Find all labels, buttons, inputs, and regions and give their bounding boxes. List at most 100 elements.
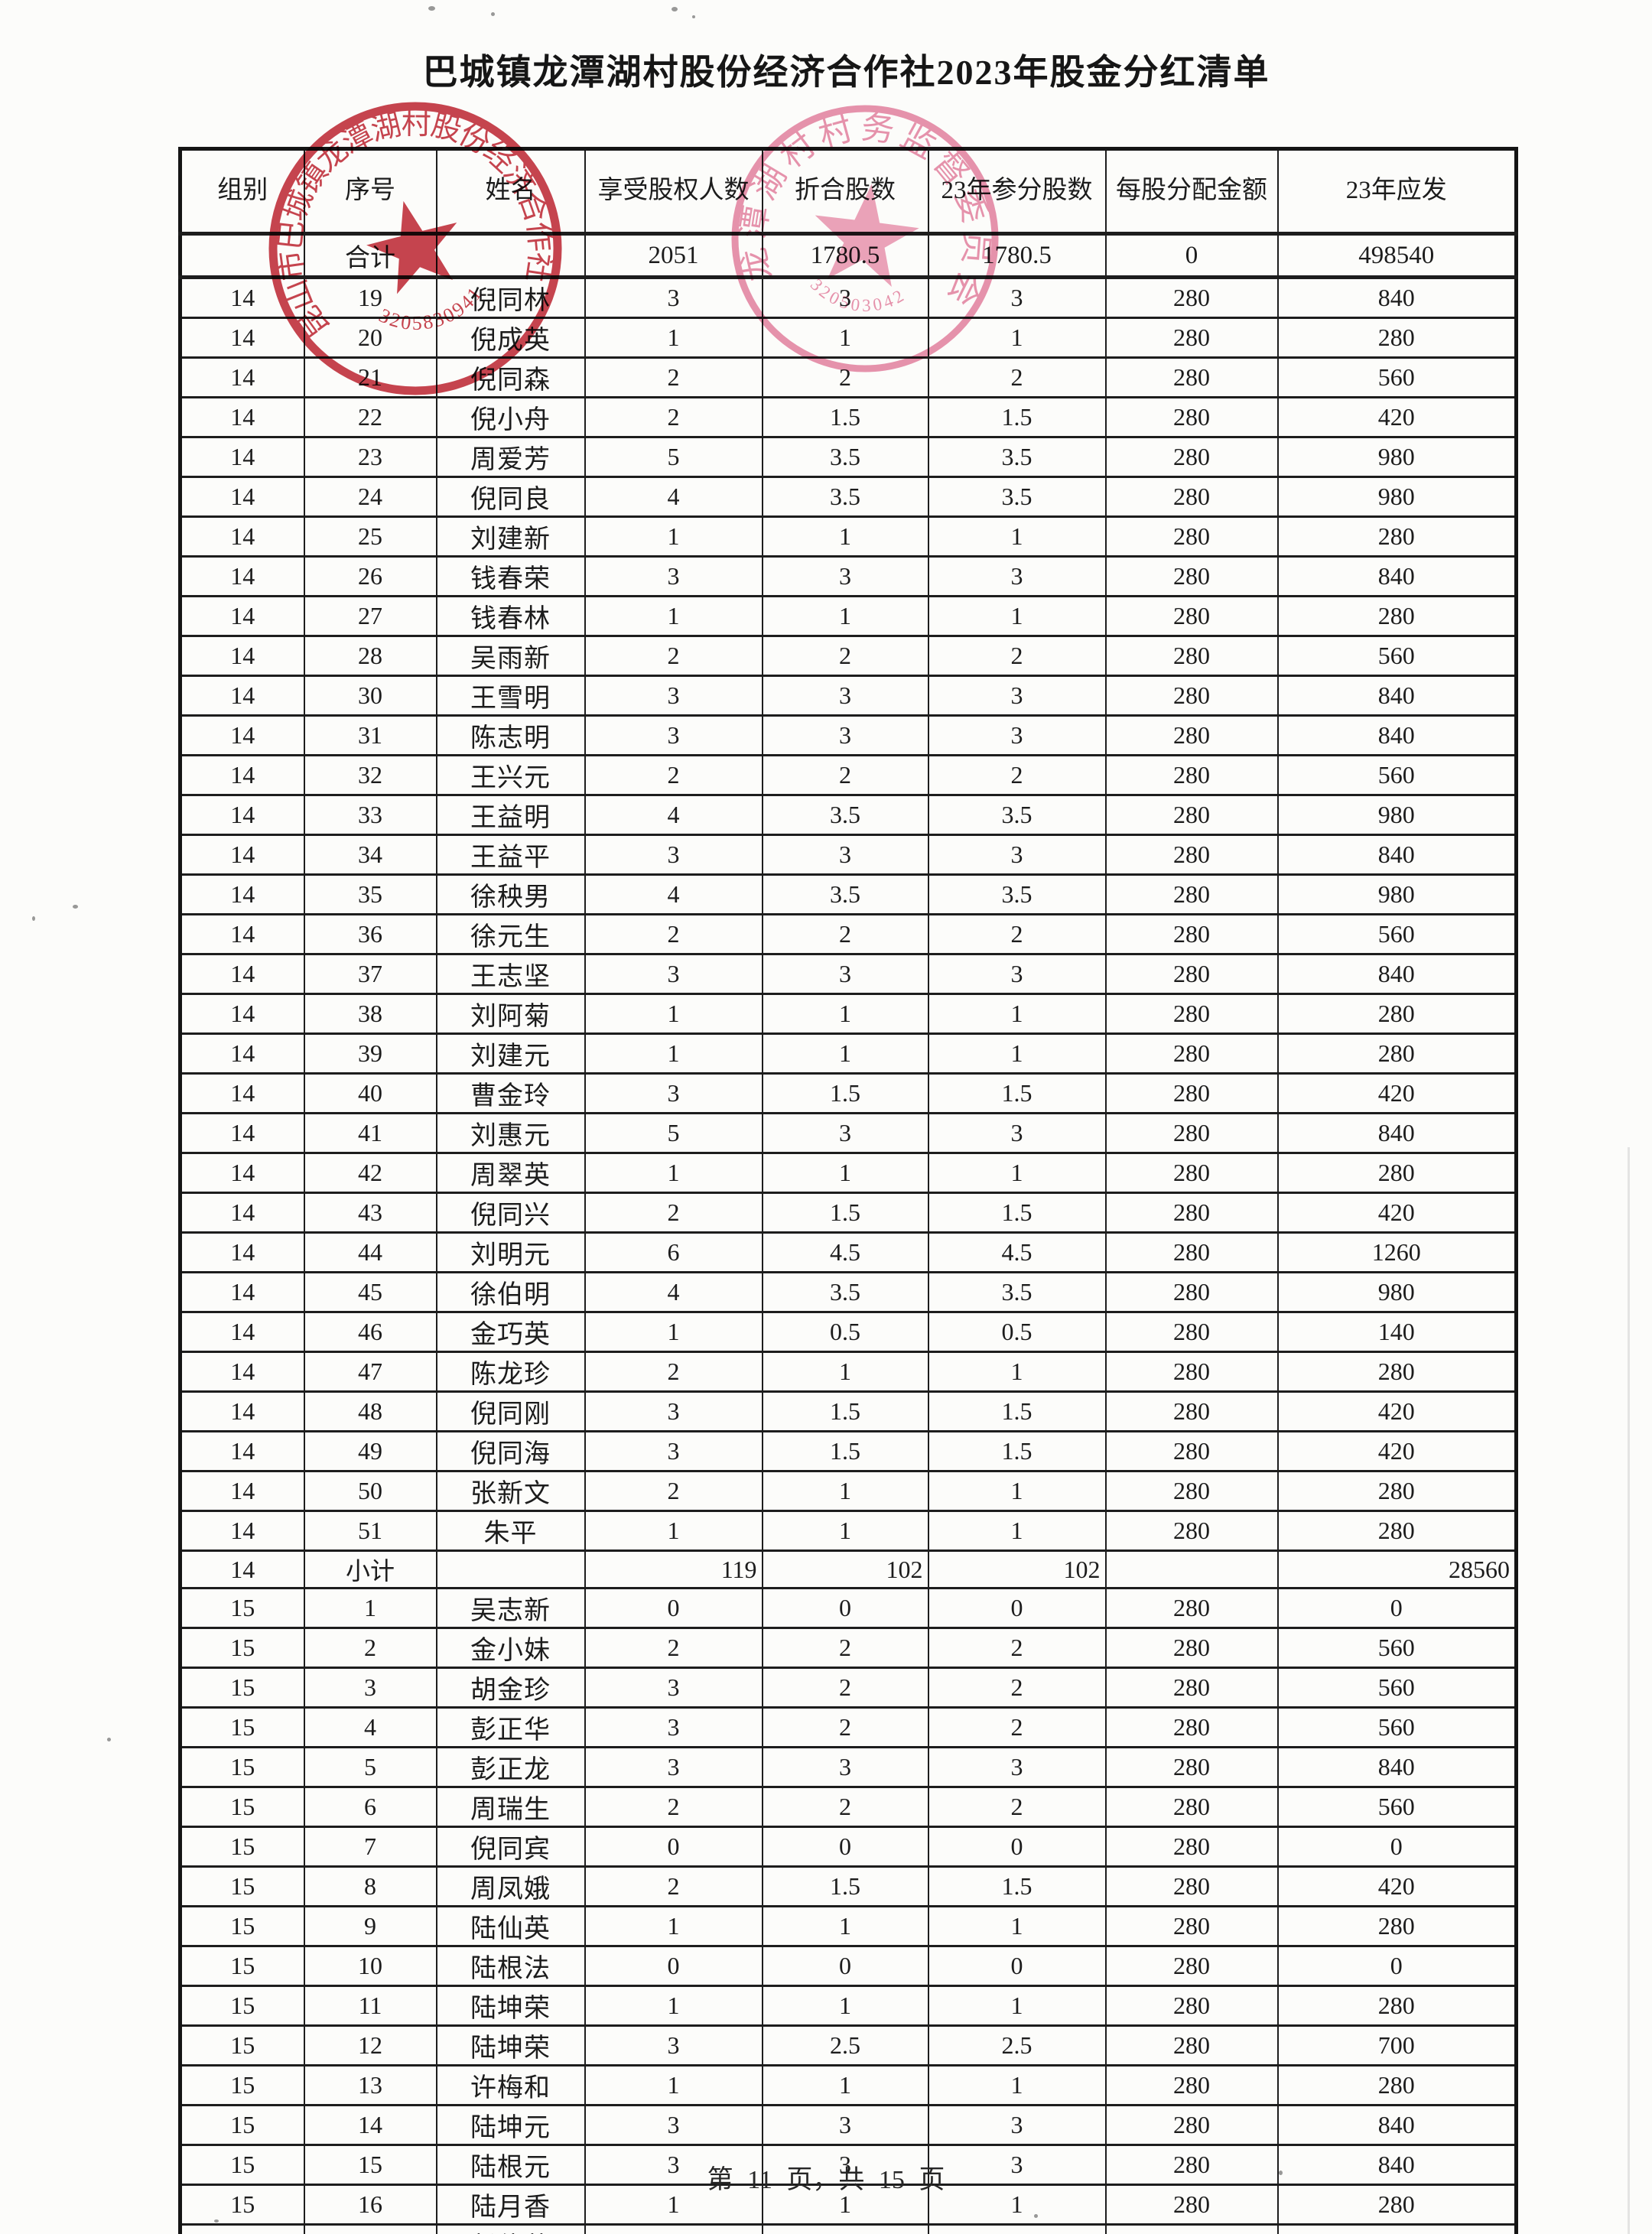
cell-no: 20 <box>303 317 437 359</box>
cell-converted: 1.5 <box>761 396 929 438</box>
cell-name: 倪同兴 <box>435 1192 586 1234</box>
cell-converted: 1 <box>761 2064 929 2106</box>
cell-converted: 3.5 <box>761 1271 929 1313</box>
cell-people: 3 <box>584 953 763 995</box>
cell-no: 27 <box>303 595 437 637</box>
cell-converted: 3 <box>761 2104 929 2146</box>
table-row: 15 15 陆根元 3 3 3 280 840 <box>179 2144 1517 2186</box>
cell-per-share: 280 <box>1104 913 1279 955</box>
cell-payable: 420 <box>1276 1430 1517 1472</box>
cell-participating: 3 <box>927 276 1107 319</box>
cell-per-share: 280 <box>1104 1430 1279 1472</box>
cell-converted: 2 <box>761 754 929 796</box>
scan-speck <box>491 12 495 16</box>
cell-name: 彭正华 <box>435 1706 586 1748</box>
cell-no: 3 <box>303 1667 437 1709</box>
cell-people: 1 <box>584 993 763 1035</box>
cell-converted: 1.5 <box>761 1072 929 1114</box>
cell-participating: 2 <box>927 913 1107 955</box>
cell-payable: 280 <box>1276 2184 1517 2226</box>
cell-payable: 498540 <box>1276 233 1517 279</box>
cell-name: 金巧英 <box>435 1311 586 1353</box>
cell-per-share: 280 <box>1104 754 1279 796</box>
cell-payable: 840 <box>1276 555 1517 597</box>
column-header-per-share: 每股分配金额 <box>1104 148 1279 236</box>
table-row: 15 10 陆根法 0 0 0 280 0 <box>179 1945 1517 1987</box>
cell-name: 王益明 <box>435 794 586 836</box>
cell-participating: 2 <box>927 754 1107 796</box>
cell-converted: 3 <box>761 555 929 597</box>
cell-converted: 3 <box>761 714 929 756</box>
cell-per-share: 280 <box>1104 1351 1279 1393</box>
cell-group: 14 <box>179 873 305 915</box>
cell-name: 金小妹 <box>435 1627 586 1669</box>
cell-group: 14 <box>179 675 305 717</box>
cell-people: 3 <box>584 1390 763 1432</box>
cell-per-share: 280 <box>1104 2064 1279 2106</box>
cell-group: 14 <box>179 1430 305 1472</box>
cell-no: 51 <box>303 1510 437 1552</box>
cell-payable: 280 <box>1276 1905 1517 1947</box>
cell-converted: 1.5 <box>761 1430 929 1472</box>
cell-name: 彭正龙 <box>435 1746 586 1788</box>
cell-participating: 2 <box>927 635 1107 677</box>
cell-no: 15 <box>303 2144 437 2186</box>
cell-participating: 3 <box>927 953 1107 995</box>
cell-per-share: 280 <box>1104 515 1279 558</box>
table-row: 14 30 王雪明 3 3 3 280 840 <box>179 675 1517 717</box>
cell-payable: 0 <box>1276 1587 1517 1629</box>
cell-name: 倪同森 <box>435 356 586 398</box>
cell-group: 14 <box>179 1470 305 1512</box>
cell-per-share: 280 <box>1104 1390 1279 1432</box>
cell-group: 15 <box>179 2024 305 2067</box>
table-row: 14 50 张新文 2 1 1 280 280 <box>179 1470 1517 1512</box>
cell-converted: 0.5 <box>761 1311 929 1353</box>
cell-name: 倪同良 <box>435 476 586 518</box>
cell-per-share: 280 <box>1104 1587 1279 1629</box>
cell-payable: 280 <box>1276 1985 1517 2027</box>
cell-converted: 3 <box>761 953 929 995</box>
cell-people: 1 <box>584 1032 763 1075</box>
cell-name: 王兴元 <box>435 754 586 796</box>
table-row: 14 32 王兴元 2 2 2 280 560 <box>179 754 1517 796</box>
cell-group: 14 <box>179 1072 305 1114</box>
cell-converted: 1 <box>761 1985 929 2027</box>
cell-converted: 0 <box>761 1826 929 1868</box>
table-row: 14 37 王志坚 3 3 3 280 840 <box>179 953 1517 995</box>
cell-converted: 1 <box>761 993 929 1035</box>
table-row: 14 47 陈龙珍 2 1 1 280 280 <box>179 1351 1517 1393</box>
page-title: 巴城镇龙潭湖村股份经济合作社2023年股金分红清单 <box>422 53 1270 92</box>
cell-participating: 1 <box>927 993 1107 1035</box>
cell-converted: 2 <box>761 356 929 398</box>
cell-per-share: 280 <box>1104 993 1279 1035</box>
cell-participating: 1 <box>927 2184 1107 2226</box>
cell-per-share: 280 <box>1104 1706 1279 1748</box>
cell-name <box>435 1549 586 1589</box>
cell-participating: 3 <box>927 2104 1107 2146</box>
table-row: 1517彭伟芳111280280 <box>179 2223 1517 2234</box>
cell-name: 陆坤元 <box>435 2104 586 2146</box>
cell-per-share: 280 <box>1104 317 1279 359</box>
cell-group: 15 <box>179 2144 305 2186</box>
table-header-row: 组别 序号 姓名 享受股权人数 折合股数 23年参分股数 每股分配金额 23年应发 <box>179 148 1517 236</box>
cell-group: 15 <box>179 2064 305 2106</box>
cell-converted: 1 <box>761 2184 929 2226</box>
cell-group: 15 <box>179 1865 305 1907</box>
table-body: 合计 2051 1780.5 1780.5 0 498540 14 19 倪同林 3 3 3 280 84… <box>179 233 1517 2234</box>
cell-name: 周爱芳 <box>435 436 586 478</box>
cell-participating: 1 <box>927 595 1107 637</box>
cell-payable: 840 <box>1276 714 1517 756</box>
cell-per-share: 280 <box>1104 1786 1279 1828</box>
cell-name: 倪小舟 <box>435 396 586 438</box>
cell-people: 1 <box>584 2064 763 2106</box>
cell-people: 3 <box>584 2104 763 2146</box>
cell-no: 47 <box>303 1351 437 1393</box>
cell-group: 15 <box>179 2184 305 2226</box>
cell-no: 41 <box>303 1112 437 1154</box>
cell-name: 周瑞生 <box>435 1786 586 1828</box>
table-row: 14 22 倪小舟 2 1.5 1.5 280 420 <box>179 396 1517 438</box>
cell-people: 1 <box>584 1985 763 2027</box>
cell-group: 15 <box>179 1627 305 1669</box>
cell-group: 14 <box>179 993 305 1035</box>
cell-participating: 1 <box>927 2223 1107 2234</box>
